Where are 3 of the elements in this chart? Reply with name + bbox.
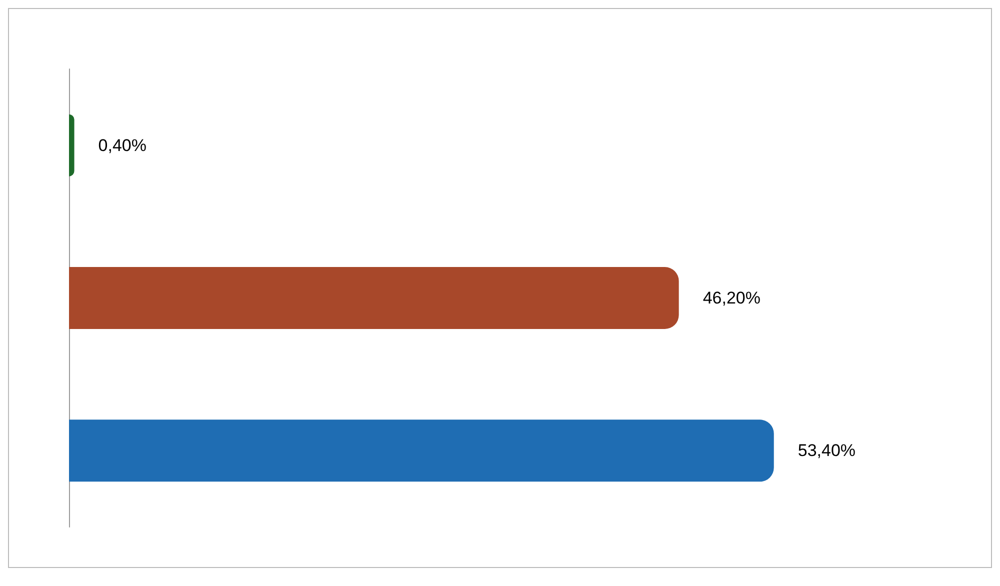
data-label: 53,40% xyxy=(798,441,856,460)
data-label: 0,40% xyxy=(98,136,146,155)
data-label: 46,20% xyxy=(702,288,761,308)
